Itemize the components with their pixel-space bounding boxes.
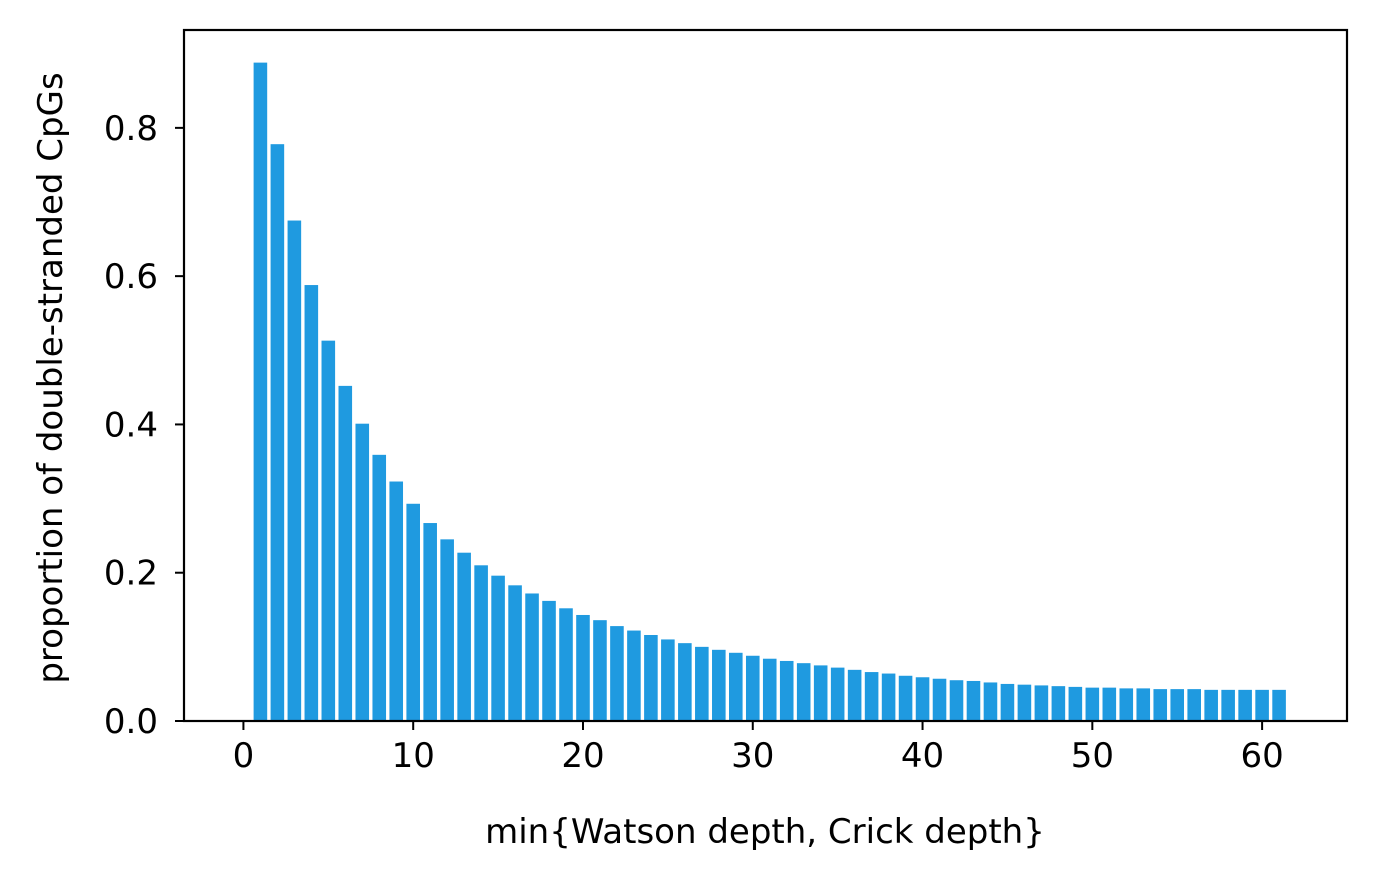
bar-x-31 — [762, 658, 777, 721]
bar-x-3 — [287, 220, 302, 722]
bar-x-56 — [1187, 689, 1201, 721]
bar-x-6 — [338, 385, 353, 721]
y-tick-label-0: 0.0 — [104, 702, 158, 742]
bar-x-58 — [1221, 689, 1235, 721]
bar-x-59 — [1238, 689, 1252, 721]
bar-x-61 — [1272, 689, 1286, 721]
bar-x-4 — [304, 285, 319, 721]
bar-x-20 — [576, 614, 590, 721]
y-tick-label-3: 0.6 — [104, 257, 158, 297]
y-tick-label-1: 0.2 — [104, 554, 158, 594]
bar-x-23 — [627, 630, 641, 721]
bar-x-2 — [270, 144, 285, 721]
bar-x-19 — [559, 608, 573, 721]
bar-x-12 — [440, 539, 454, 721]
bar-x-17 — [525, 593, 539, 721]
x-tick-label-40: 40 — [901, 736, 944, 776]
bar-x-36 — [847, 669, 862, 721]
bar-x-39 — [898, 675, 913, 721]
bar-x-46 — [1017, 684, 1032, 721]
y-axis-title: proportion of double-stranded CpGs — [31, 72, 71, 683]
bar-x-9 — [389, 481, 404, 721]
bar-x-29 — [729, 652, 743, 721]
bar-x-35 — [830, 667, 845, 721]
x-tick-label-0: 0 — [233, 736, 255, 776]
bar-x-30 — [745, 655, 760, 721]
bar-x-40 — [915, 677, 930, 721]
bar-x-33 — [796, 663, 811, 721]
bar-x-52 — [1119, 688, 1134, 721]
bar-x-34 — [813, 665, 828, 721]
bar-x-50 — [1085, 687, 1100, 721]
bar-x-11 — [423, 523, 437, 721]
plot-frame — [182, 28, 1349, 723]
y-tick-label-4: 0.8 — [104, 109, 158, 149]
bar-x-41 — [932, 678, 947, 721]
bar-x-54 — [1153, 689, 1168, 721]
y-tick-label-2: 0.4 — [104, 405, 158, 445]
x-tick-label-60: 60 — [1240, 736, 1283, 776]
bar-x-44 — [983, 682, 998, 721]
bar-x-38 — [881, 673, 896, 721]
bar-x-24 — [644, 635, 658, 721]
bar-x-42 — [949, 680, 964, 721]
x-axis: 0 10 20 30 40 50 60 — [233, 721, 1284, 776]
bar-x-13 — [457, 552, 471, 721]
bar-x-14 — [474, 565, 488, 721]
bars-layer — [253, 62, 1286, 722]
bar-x-28 — [712, 649, 726, 721]
bar-x-53 — [1136, 688, 1151, 721]
bar-x-37 — [864, 672, 879, 721]
bar-x-25 — [661, 639, 675, 721]
bar-x-43 — [966, 680, 981, 721]
bar-x-27 — [695, 646, 709, 721]
bar-x-16 — [508, 585, 522, 721]
bar-x-18 — [542, 600, 556, 721]
x-tick-label-50: 50 — [1071, 736, 1114, 776]
bar-x-21 — [593, 620, 607, 721]
x-axis-title: min{Watson depth, Crick depth} — [485, 812, 1045, 852]
bar-x-10 — [406, 503, 420, 721]
bar-x-57 — [1204, 689, 1218, 721]
bar-x-22 — [610, 626, 624, 721]
bar-x-47 — [1034, 685, 1049, 721]
bar-x-5 — [321, 340, 336, 721]
bar-x-48 — [1051, 686, 1066, 721]
bar-x-45 — [1000, 683, 1015, 721]
x-tick-label-10: 10 — [392, 736, 435, 776]
bar-x-51 — [1102, 687, 1117, 721]
bar-x-49 — [1068, 686, 1083, 721]
bar-x-26 — [678, 643, 692, 721]
bar-x-15 — [491, 575, 505, 721]
x-tick-label-30: 30 — [731, 736, 774, 776]
bar-x-8 — [372, 454, 387, 721]
bar-x-60 — [1255, 689, 1269, 721]
y-axis: 0.0 0.2 0.4 0.6 0.8 — [104, 109, 184, 742]
x-tick-label-20: 20 — [561, 736, 604, 776]
bar-x-1 — [253, 62, 268, 722]
bar-x-7 — [355, 423, 370, 721]
bar-x-55 — [1170, 689, 1185, 721]
bar-x-32 — [779, 660, 794, 721]
